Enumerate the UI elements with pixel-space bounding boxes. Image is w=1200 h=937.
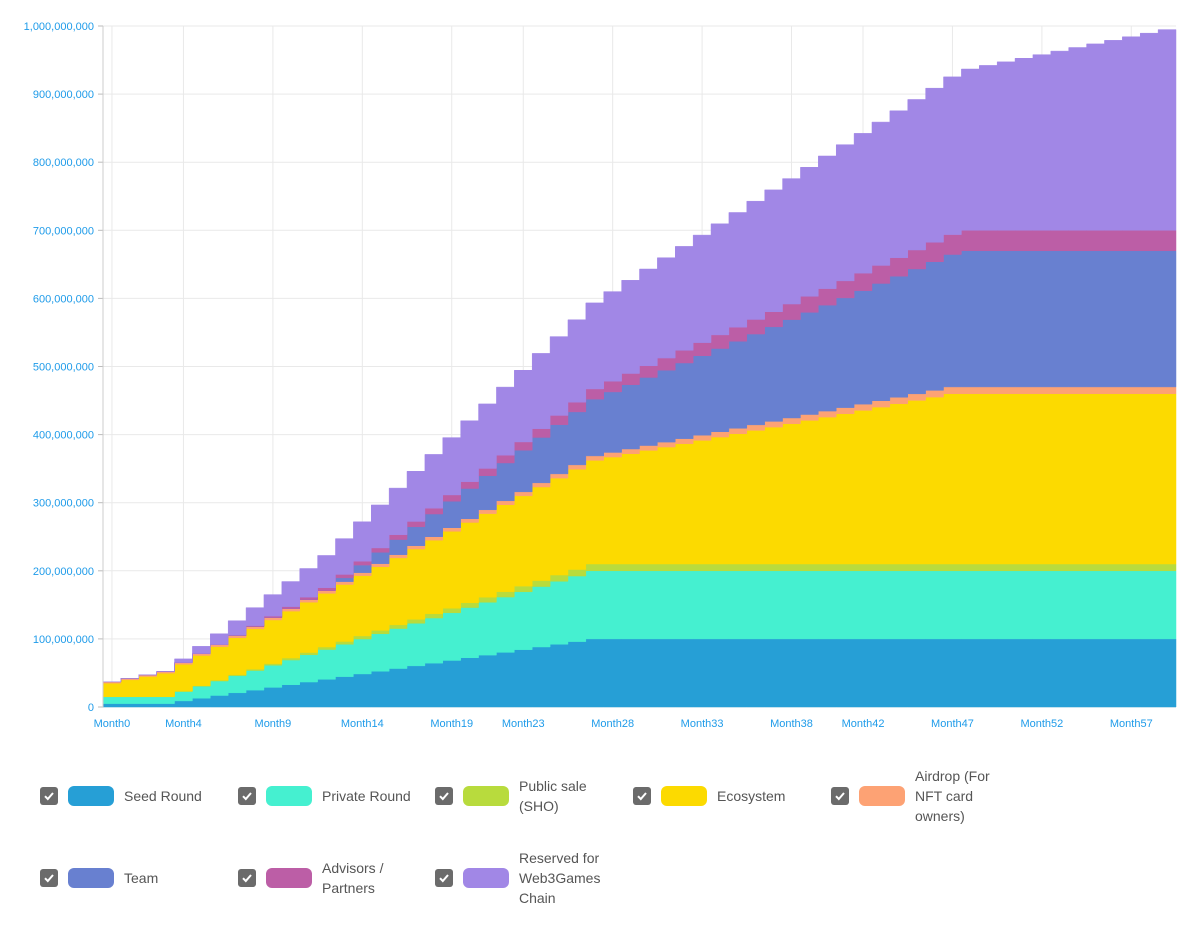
- x-tick-label: Month0: [94, 718, 131, 730]
- checkmark-icon: [242, 792, 252, 801]
- legend-label-line: Public sale: [519, 778, 587, 794]
- series-area-reserved-for-web3games-chain[interactable]: [103, 29, 1177, 683]
- legend-label: Reserved for Web3Games Chain: [519, 848, 611, 908]
- legend-swatch: [463, 786, 509, 806]
- y-tick-label: 600,000,000: [33, 293, 94, 305]
- legend-swatch: [266, 786, 312, 806]
- chart-legend: Seed Round Private Round Public sale (SHO) E…: [0, 750, 1200, 930]
- legend-checkbox[interactable]: [435, 869, 453, 887]
- x-tick-label: Month42: [842, 718, 885, 730]
- legend-item[interactable]: Private Round: [238, 786, 414, 806]
- y-tick-label: 1,000,000,000: [24, 21, 94, 33]
- legend-swatch: [463, 868, 509, 888]
- x-tick-label: Month4: [165, 718, 202, 730]
- checkmark-icon: [439, 874, 449, 883]
- y-tick-label: 400,000,000: [33, 430, 94, 442]
- legend-label-line: Ecosystem: [717, 788, 786, 804]
- legend-item[interactable]: Seed Round: [40, 786, 216, 806]
- legend-checkbox[interactable]: [633, 787, 651, 805]
- legend-swatch: [859, 786, 905, 806]
- legend-label-line: Seed Round: [124, 788, 202, 804]
- legend-item[interactable]: Ecosystem: [633, 786, 809, 806]
- legend-label-line: Web3Games: [519, 870, 601, 886]
- legend-label: Airdrop (For NFT card owners): [915, 766, 1007, 826]
- legend-item[interactable]: Team: [40, 868, 216, 888]
- x-tick-label: Month23: [502, 718, 545, 730]
- legend-swatch: [68, 868, 114, 888]
- legend-swatch: [266, 868, 312, 888]
- legend-checkbox[interactable]: [435, 787, 453, 805]
- y-tick-label: 200,000,000: [33, 566, 94, 578]
- x-tick-label: Month38: [770, 718, 813, 730]
- legend-label: Private Round: [322, 786, 414, 806]
- legend-checkbox[interactable]: [40, 787, 58, 805]
- legend-item[interactable]: Reserved for Web3Games Chain: [435, 848, 611, 908]
- legend-label-line: Airdrop (For: [915, 768, 990, 784]
- legend-label-line: NFT card: [915, 788, 974, 804]
- legend-label: Ecosystem: [717, 786, 809, 806]
- axis-layer: 0 100,000,000 200,000,000 300,000,000 400,00…: [24, 21, 1153, 730]
- x-tick-label: Month57: [1110, 718, 1153, 730]
- legend-checkbox[interactable]: [238, 869, 256, 887]
- y-tick-label: 500,000,000: [33, 362, 94, 374]
- legend-checkbox[interactable]: [238, 787, 256, 805]
- area-layer: [102, 29, 1177, 708]
- y-tick-label: 100,000,000: [33, 634, 94, 646]
- checkmark-icon: [835, 792, 845, 801]
- legend-label-line: Reserved for: [519, 850, 600, 866]
- x-tick-label: Month9: [255, 718, 292, 730]
- y-tick-label: 900,000,000: [33, 89, 94, 101]
- legend-checkbox[interactable]: [40, 869, 58, 887]
- legend-item[interactable]: Advisors / Partners: [238, 858, 414, 898]
- x-tick-label: Month47: [931, 718, 974, 730]
- legend-item[interactable]: Airdrop (For NFT card owners): [831, 766, 1007, 826]
- legend-item[interactable]: Public sale (SHO): [435, 776, 611, 816]
- x-tick-label: Month52: [1020, 718, 1063, 730]
- checkmark-icon: [44, 874, 54, 883]
- y-tick-label: 800,000,000: [33, 157, 94, 169]
- checkmark-icon: [439, 792, 449, 801]
- legend-label-line: Chain: [519, 890, 556, 906]
- legend-label: Advisors / Partners: [322, 858, 414, 898]
- y-tick-label: 300,000,000: [33, 498, 94, 510]
- legend-label-line: (SHO): [519, 798, 559, 814]
- y-tick-label: 0: [88, 702, 94, 714]
- legend-label: Team: [124, 868, 216, 888]
- legend-label-line: Advisors /: [322, 860, 384, 876]
- x-tick-label: Month33: [681, 718, 724, 730]
- x-tick-label: Month19: [430, 718, 473, 730]
- checkmark-icon: [637, 792, 647, 801]
- legend-swatch: [661, 786, 707, 806]
- x-tick-label: Month14: [341, 718, 384, 730]
- vesting-area-chart: 0 100,000,000 200,000,000 300,000,000 400,00…: [24, 21, 1177, 730]
- legend-label-line: owners): [915, 808, 965, 824]
- legend-label-line: Partners: [322, 880, 375, 896]
- x-tick-label: Month28: [591, 718, 634, 730]
- legend-swatch: [68, 786, 114, 806]
- legend-label-line: Team: [124, 870, 159, 886]
- legend-checkbox[interactable]: [831, 787, 849, 805]
- checkmark-icon: [242, 874, 252, 883]
- legend-label: Public sale (SHO): [519, 776, 611, 816]
- legend-label-line: Private Round: [322, 788, 411, 804]
- checkmark-icon: [44, 792, 54, 801]
- legend-label: Seed Round: [124, 786, 216, 806]
- y-tick-label: 700,000,000: [33, 225, 94, 237]
